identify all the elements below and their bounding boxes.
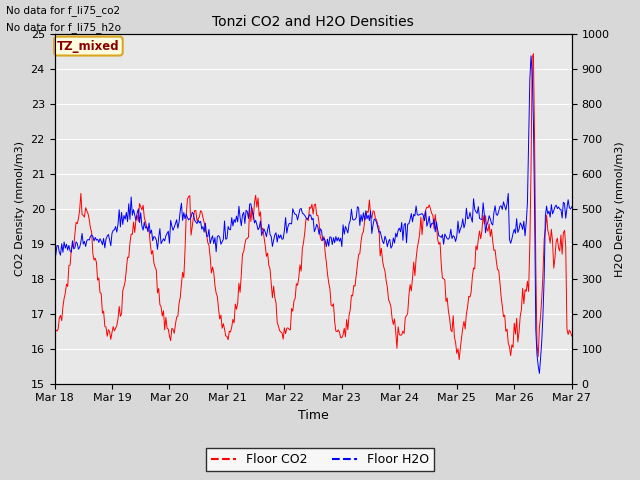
Y-axis label: CO2 Density (mmol/m3): CO2 Density (mmol/m3) <box>15 142 25 276</box>
X-axis label: Time: Time <box>298 409 328 422</box>
Text: TZ_mixed: TZ_mixed <box>57 39 120 53</box>
Y-axis label: H2O Density (mmol/m3): H2O Density (mmol/m3) <box>615 141 625 277</box>
Text: No data for f_li75_h2o: No data for f_li75_h2o <box>6 22 122 33</box>
Title: Tonzi CO2 and H2O Densities: Tonzi CO2 and H2O Densities <box>212 15 414 29</box>
Legend: Floor CO2, Floor H2O: Floor CO2, Floor H2O <box>205 448 435 471</box>
Text: No data for f_li75_co2: No data for f_li75_co2 <box>6 5 120 16</box>
